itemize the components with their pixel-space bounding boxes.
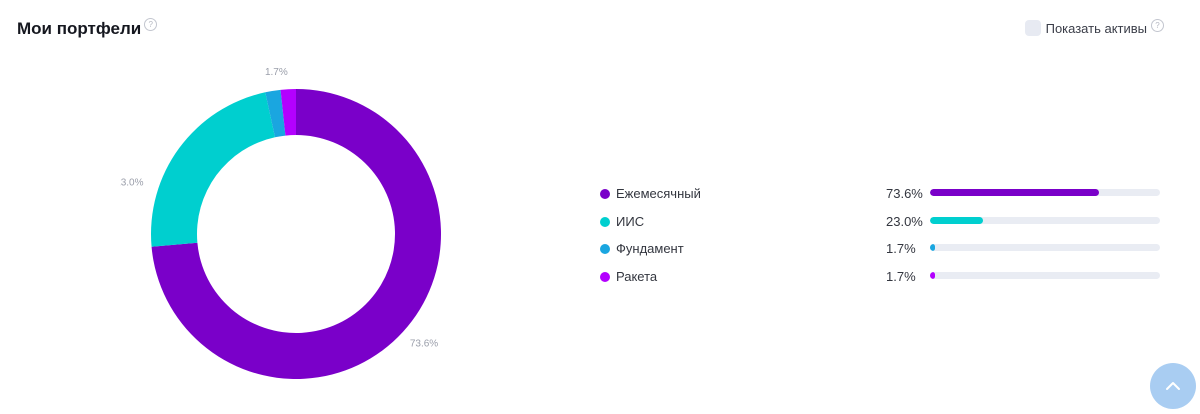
legend-progress-bar bbox=[930, 244, 1160, 251]
legend-label: ИИС bbox=[616, 213, 645, 229]
legend-value: 23.0% bbox=[886, 213, 923, 229]
slice-label-3: 1.7% bbox=[265, 67, 288, 78]
page-title-text: Мои портфели bbox=[17, 19, 142, 38]
legend-progress-bar bbox=[930, 271, 1160, 279]
legend-item[interactable]: ИИС 23.0% bbox=[600, 213, 1160, 241]
show-assets-toggle[interactable]: Показать активы ? bbox=[1024, 18, 1164, 36]
slice-label-1: 73.6% bbox=[410, 338, 438, 349]
legend-label: Фундамент bbox=[616, 241, 684, 256]
legend-value: 1.7% bbox=[886, 241, 916, 256]
legend-dot-icon bbox=[600, 271, 610, 282]
legend-label: Ракета bbox=[616, 268, 658, 284]
legend-dot-icon bbox=[600, 189, 610, 199]
chart-legend: Ежемесячный 73.6% ИИС 23.0% Фундамент 1.7% Рак… bbox=[600, 185, 1160, 295]
legend-value: 73.6% bbox=[886, 186, 923, 201]
legend-progress-fill bbox=[930, 244, 935, 251]
legend-progress-bar bbox=[930, 189, 1160, 196]
donut-slice-4[interactable] bbox=[280, 89, 296, 136]
show-assets-checkbox[interactable] bbox=[1024, 20, 1041, 36]
legend-item[interactable]: Ежемесячный 73.6% bbox=[600, 185, 1160, 213]
page-title: Мои портфели ? bbox=[17, 18, 158, 39]
donut-chart: 73.6% 23.0% 1.7% bbox=[120, 67, 441, 379]
legend-dot-icon bbox=[600, 216, 610, 227]
legend-label: Ежемесячный bbox=[616, 186, 701, 201]
donut-slice-2[interactable] bbox=[151, 92, 276, 247]
help-icon[interactable]: ? bbox=[144, 18, 158, 31]
legend-progress-fill bbox=[930, 216, 983, 224]
legend-dot-icon bbox=[600, 244, 610, 254]
help-icon[interactable]: ? bbox=[1151, 18, 1164, 32]
legend-value: 1.7% bbox=[886, 268, 916, 284]
arrow-up-icon bbox=[1166, 382, 1180, 390]
slice-label-2: 23.0% bbox=[120, 178, 144, 189]
show-assets-label[interactable]: Показать активы bbox=[1045, 20, 1147, 36]
legend-item[interactable]: Фундамент 1.7% bbox=[600, 240, 1160, 268]
legend-progress-fill bbox=[930, 271, 935, 279]
donut-slice-1[interactable] bbox=[151, 89, 441, 379]
donut-slice-3[interactable] bbox=[265, 89, 286, 138]
legend-progress-bar bbox=[930, 216, 1160, 224]
scroll-top-button[interactable] bbox=[1150, 363, 1196, 409]
legend-progress-fill bbox=[930, 189, 1100, 196]
legend-item[interactable]: Ракета 1.7% bbox=[600, 268, 1160, 296]
